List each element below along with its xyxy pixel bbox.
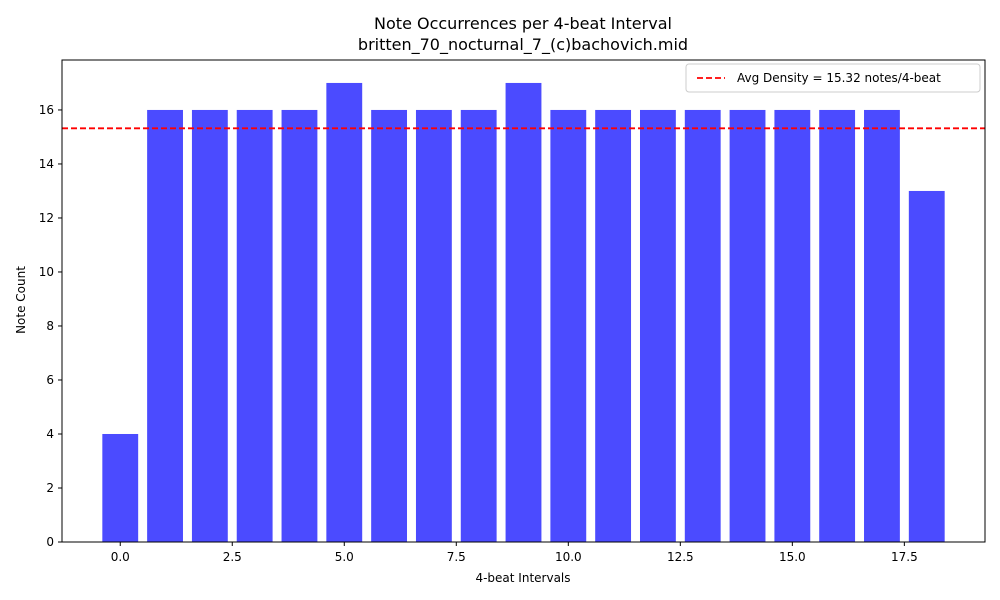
bar	[191, 109, 228, 542]
bar	[639, 109, 676, 542]
bar	[460, 109, 497, 542]
y-tick-label: 6	[46, 373, 54, 387]
bar	[908, 190, 945, 542]
bar	[371, 109, 408, 542]
y-tick-label: 16	[39, 103, 54, 117]
x-tick-label: 12.5	[667, 550, 694, 564]
bar	[236, 109, 273, 542]
bars-group	[102, 82, 945, 542]
x-tick-label: 17.5	[891, 550, 918, 564]
y-tick-label: 0	[46, 535, 54, 549]
y-tick-label: 12	[39, 211, 54, 225]
y-tick-label: 8	[46, 319, 54, 333]
legend: Avg Density = 15.32 notes/4-beat	[685, 63, 981, 93]
y-tick-label: 2	[46, 481, 54, 495]
x-tick-label: 7.5	[447, 550, 466, 564]
x-tick-label: 10.0	[555, 550, 582, 564]
y-tick-label: 10	[39, 265, 54, 279]
x-tick-label: 2.5	[223, 550, 242, 564]
x-axis-ticks: 0.0 2.5 5.0 7.5 10.0 12.5 15.0 17.5	[111, 542, 918, 564]
bar	[819, 109, 856, 542]
bar	[550, 109, 587, 542]
bar	[147, 109, 183, 542]
bar	[595, 109, 632, 542]
x-axis-label: 4-beat Intervals	[475, 571, 570, 585]
bar	[729, 109, 766, 542]
y-tick-label: 14	[39, 157, 54, 171]
y-axis-ticks: 0 2 4 6 8 10 12 14 16	[39, 103, 62, 549]
bar	[102, 433, 139, 542]
chart-subtitle: britten_70_nocturnal_7_(c)bachovich.mid	[358, 35, 688, 55]
bar	[684, 109, 721, 542]
y-axis-label: Note Count	[14, 266, 28, 334]
bar	[774, 109, 811, 542]
y-tick-label: 4	[46, 427, 54, 441]
plot-frame	[61, 59, 986, 543]
bar	[326, 82, 363, 542]
x-tick-label: 15.0	[779, 550, 806, 564]
legend-box	[685, 63, 981, 93]
bar	[505, 82, 542, 542]
x-tick-label: 5.0	[335, 550, 354, 564]
x-tick-label: 0.0	[111, 550, 130, 564]
chart-title: Note Occurrences per 4-beat Interval	[374, 14, 672, 33]
legend-label: Avg Density = 15.32 notes/4-beat	[737, 71, 941, 85]
bar	[864, 109, 900, 542]
bar	[415, 109, 452, 542]
bar	[281, 109, 318, 542]
